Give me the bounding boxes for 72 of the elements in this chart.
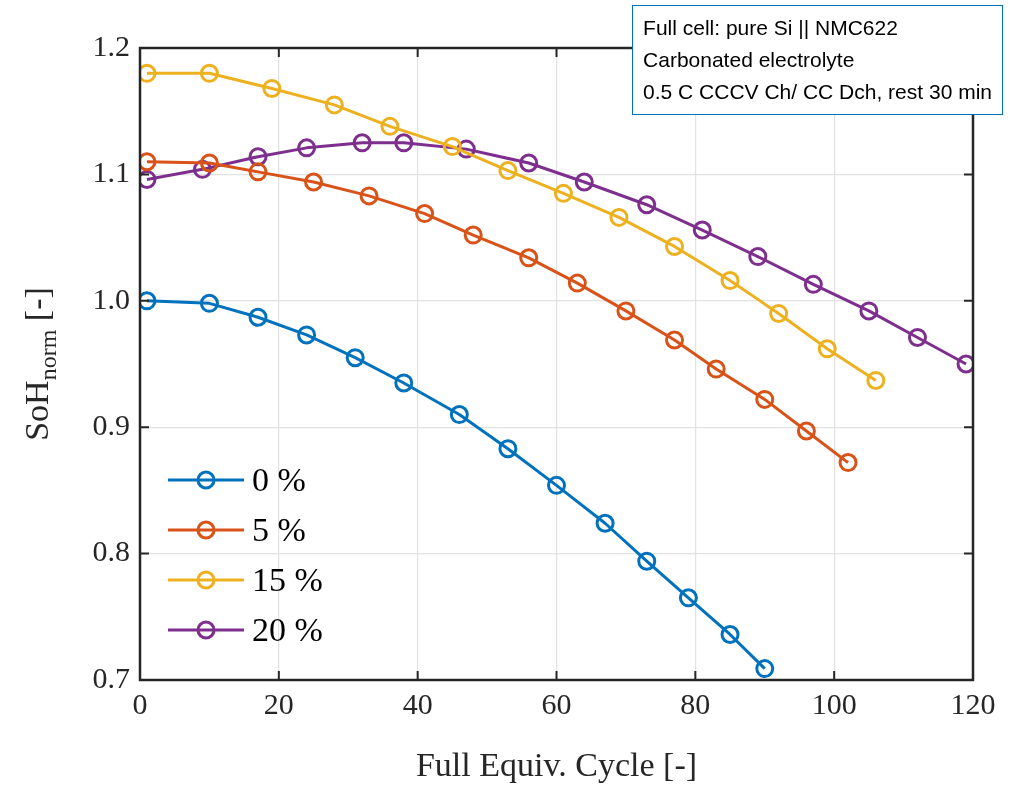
y-tick-label: 0.9 [92, 408, 130, 442]
point [678, 588, 698, 608]
point [720, 271, 740, 291]
point [199, 63, 219, 83]
point [359, 186, 379, 206]
y-tick-label: 0.8 [92, 534, 130, 568]
legend-label: 5 % [252, 510, 306, 548]
point [304, 172, 324, 192]
point [609, 207, 629, 227]
point [796, 421, 816, 441]
y-tick-label: 1.0 [92, 281, 130, 315]
annotation: 0.5 C CCCV Ch/ CC Dch, rest 30 min [643, 79, 992, 105]
point [706, 359, 726, 379]
point [838, 453, 858, 473]
point [665, 330, 685, 350]
point [616, 301, 636, 321]
point [637, 551, 657, 571]
point [498, 161, 518, 181]
point [519, 153, 539, 173]
point [352, 133, 372, 153]
legend-label: 20 % [252, 610, 323, 648]
point [567, 273, 587, 293]
point [519, 248, 539, 268]
point [248, 162, 268, 182]
point [755, 389, 775, 409]
point [324, 95, 344, 115]
point [415, 204, 435, 224]
point [394, 373, 414, 393]
y-tick-label: 1.1 [92, 155, 130, 189]
x-axis-title: Full Equiv. Cycle [-] [415, 745, 698, 783]
point [574, 172, 594, 192]
point [199, 153, 219, 173]
point [498, 439, 518, 459]
point [442, 137, 462, 157]
point [866, 370, 886, 390]
point [907, 327, 927, 347]
point [463, 225, 483, 245]
y-tick-label: 1.2 [92, 28, 130, 62]
x-tick-label: 100 [811, 686, 857, 720]
point [692, 220, 712, 240]
x-tick-label: 40 [402, 686, 433, 720]
point [755, 659, 775, 679]
point [748, 247, 768, 267]
point [297, 325, 317, 345]
point [769, 303, 789, 323]
point [248, 307, 268, 327]
point [637, 195, 657, 215]
annotation: Carbonated electrolyte [643, 47, 856, 73]
x-tick-label: 0 [132, 686, 148, 720]
point [297, 138, 317, 158]
y-tick-label: 0.7 [92, 660, 130, 694]
point [345, 348, 365, 368]
point [817, 339, 837, 359]
point [449, 405, 469, 425]
x-tick-label: 80 [680, 686, 711, 720]
point [859, 301, 879, 321]
point [380, 116, 400, 136]
text: Full cell: pure Si || NMC622 [643, 15, 899, 41]
point [394, 133, 414, 153]
legend-label: 15 % [252, 560, 323, 598]
point [547, 475, 566, 495]
legend-label: 0 % [252, 460, 306, 498]
x-tick-label: 60 [541, 686, 572, 720]
point [720, 625, 740, 644]
x-tick-label: 120 [950, 686, 996, 720]
point [199, 293, 219, 313]
point [553, 183, 573, 203]
point [262, 78, 282, 98]
point [665, 236, 685, 256]
point [803, 274, 823, 294]
point [595, 513, 615, 533]
x-tick-label: 20 [263, 686, 294, 720]
